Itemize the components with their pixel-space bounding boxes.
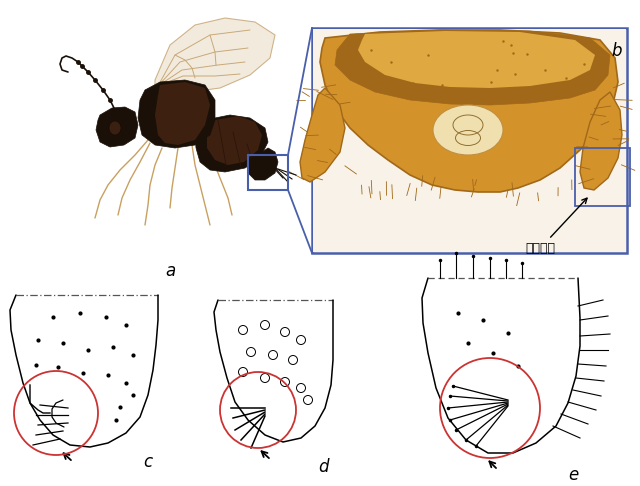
FancyBboxPatch shape [312,28,627,253]
Text: c: c [143,453,152,471]
Ellipse shape [433,105,503,155]
Polygon shape [96,107,138,147]
Text: e: e [568,466,578,484]
Ellipse shape [109,121,121,135]
Polygon shape [155,18,275,92]
Polygon shape [195,115,268,172]
FancyBboxPatch shape [313,29,626,252]
Polygon shape [138,80,215,148]
Polygon shape [300,88,345,182]
Polygon shape [207,116,262,165]
Polygon shape [248,148,278,180]
Polygon shape [155,82,210,145]
Polygon shape [358,31,595,88]
Polygon shape [580,92,622,190]
Polygon shape [158,95,188,118]
Text: a: a [165,262,175,280]
Text: 生殖端節: 生殖端節 [525,198,587,255]
Polygon shape [335,30,610,105]
Text: d: d [317,458,328,476]
Polygon shape [320,30,618,192]
Text: b: b [612,42,622,60]
